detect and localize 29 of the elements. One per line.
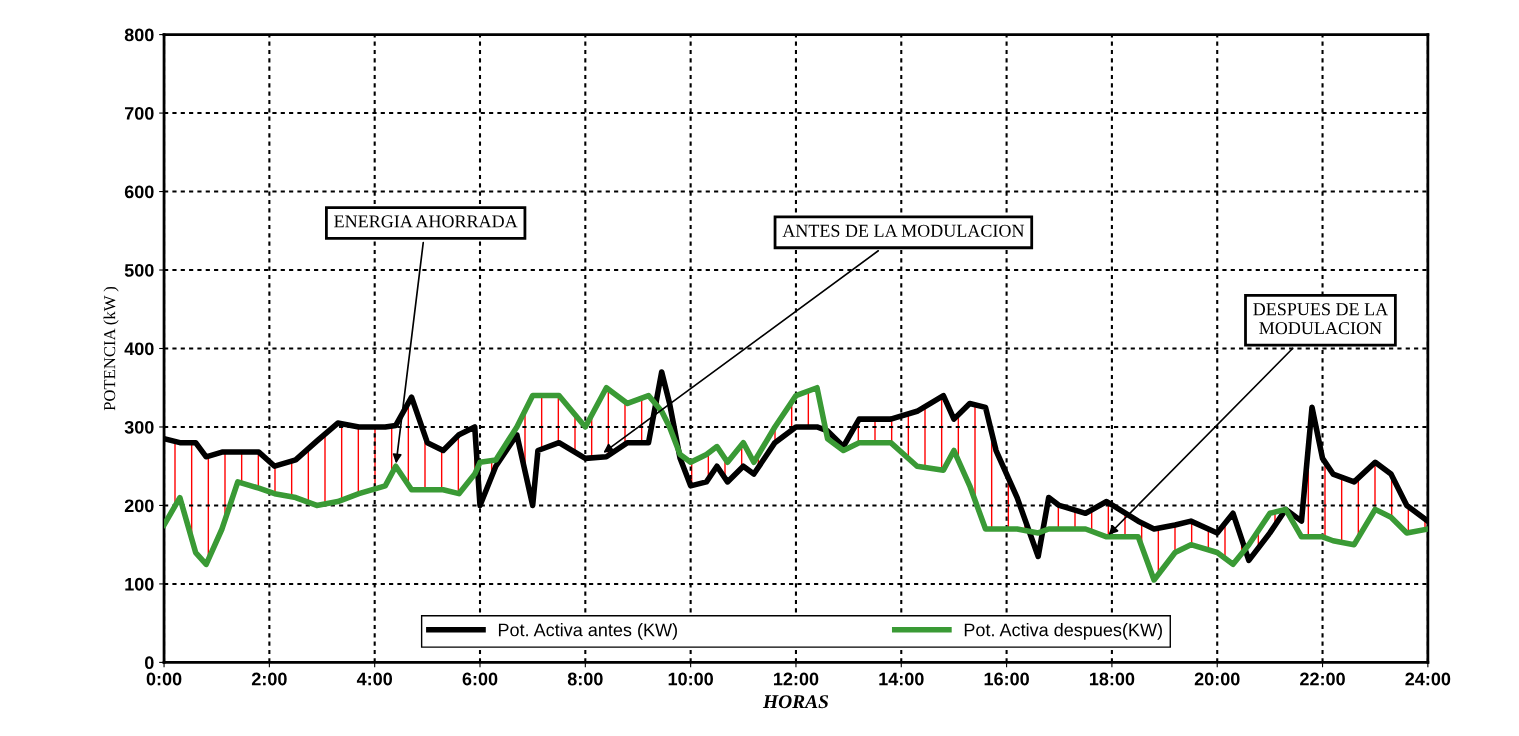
y-tick-label: 100 bbox=[125, 577, 154, 591]
annotation: ANTES DE LA MODULACION bbox=[782, 224, 1025, 237]
x-tick-label: 6:00 bbox=[462, 672, 498, 686]
y-axis-title: POTENCIA (kW ) bbox=[103, 286, 119, 411]
x-tick-label: 16:00 bbox=[984, 672, 1029, 686]
x-tick-label: 4:00 bbox=[356, 672, 393, 686]
x-tick-label: 0:00 bbox=[146, 672, 182, 686]
legend-label: Pot. Activa antes (KW) bbox=[498, 623, 677, 640]
x-tick-label: 24:00 bbox=[1405, 672, 1451, 686]
x-tick-label: 14:00 bbox=[879, 672, 924, 686]
x-tick-label: 10:00 bbox=[668, 672, 713, 686]
y-tick-label: 0 bbox=[145, 656, 154, 670]
annotation: DESPUES DE LA MODULACION bbox=[1253, 303, 1389, 335]
x-tick-label: 22:00 bbox=[1300, 672, 1345, 686]
y-tick-label: 800 bbox=[124, 28, 154, 42]
y-tick-label: 200 bbox=[124, 499, 154, 513]
x-axis-title: HORAS bbox=[762, 695, 829, 709]
annotation: ENERGIA AHORRADA bbox=[334, 215, 518, 228]
y-tick-label: 500 bbox=[124, 263, 154, 277]
x-tick-label: 2:00 bbox=[251, 672, 287, 686]
y-tick-label: 700 bbox=[124, 107, 154, 120]
y-tick-label: 300 bbox=[124, 420, 154, 434]
x-tick-label: 20:00 bbox=[1194, 672, 1240, 686]
y-tick-label: 400 bbox=[124, 342, 154, 356]
y-tick-label: 600 bbox=[124, 185, 154, 199]
x-tick-label: 18:00 bbox=[1089, 672, 1135, 686]
x-tick-label: 12:00 bbox=[774, 672, 819, 686]
x-tick-label: 8:00 bbox=[567, 672, 603, 686]
legend-label: Pot. Activa despues(KW) bbox=[964, 623, 1162, 640]
